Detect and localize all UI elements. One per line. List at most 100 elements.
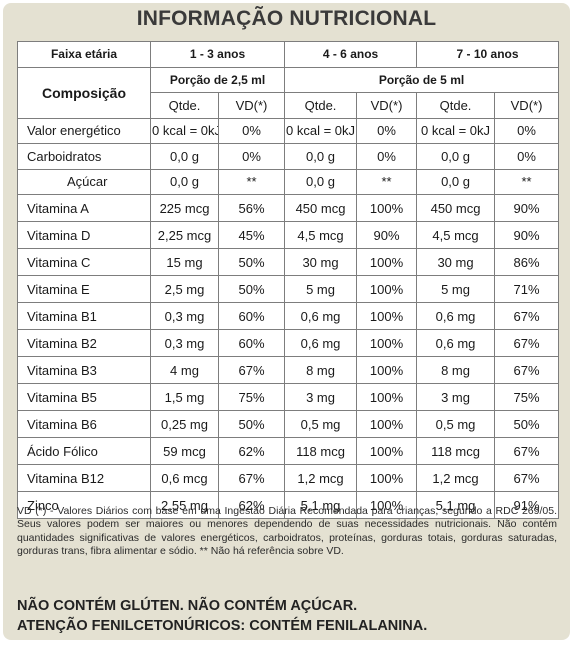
cell-value: 100% [356, 194, 418, 222]
nutrition-table: Faixa etária 1 - 3 anos 4 - 6 anos 7 - 1… [17, 41, 560, 519]
cell-value: 4,5 mcg [284, 221, 358, 249]
cell-value: ** [494, 168, 560, 195]
portion-row: Composição Porção de 2,5 ml Porção de 5 … [17, 66, 560, 119]
nutrition-panel: INFORMAÇÃO NUTRICIONAL Faixa etária 1 - … [3, 3, 570, 640]
cell-value: 8 mg [284, 356, 358, 384]
cell-value: 90% [494, 194, 560, 222]
table-row: Vitamina B5 1,5 mg 75% 3 mg 100% 3 mg 75… [17, 383, 560, 411]
cell-value: 0,0 g [284, 143, 358, 170]
nutrient-name: Vitamina B2 [17, 329, 151, 357]
cell-value: ** [356, 168, 418, 195]
cell-value: 67% [217, 356, 286, 384]
cell-value: 100% [356, 302, 418, 330]
table-row: Ácido Fólico 59 mcg 62% 118 mcg 100% 118… [17, 437, 560, 465]
cell-value: 5 mg [416, 275, 496, 303]
table-row: Vitamina C 15 mg 50% 30 mg 100% 30 mg 86… [17, 248, 560, 276]
cell-value: 0,6 mg [416, 302, 496, 330]
qty-header: Qtde. [416, 92, 496, 119]
nutrient-name: Vitamina A [17, 194, 151, 222]
cell-value: 45% [217, 221, 286, 249]
cell-value: 2,55 mg [150, 491, 219, 519]
gluten-sugar-warning: NÃO CONTÉM GLÚTEN. NÃO CONTÉM AÇÚCAR. [17, 598, 358, 614]
nutrient-name: Vitamina B3 [17, 356, 151, 384]
vd-header: VD(*) [494, 92, 560, 119]
cell-value: 5,1 mg [416, 491, 496, 519]
nutrient-name: Carboidratos [17, 143, 151, 170]
nutrient-name: Açúcar [17, 168, 151, 195]
cell-value: 0 kcal = 0kJ [150, 117, 219, 144]
nutrient-name: Vitamina E [17, 275, 151, 303]
table-row: Vitamina B6 0,25 mg 50% 0,5 mg 100% 0,5 … [17, 410, 560, 438]
cell-value: 15 mg [150, 248, 219, 276]
table-row: Açúcar 0,0 g ** 0,0 g ** 0,0 g ** [17, 168, 560, 195]
cell-value: 0,0 g [150, 168, 219, 195]
cell-value: 0,5 mg [416, 410, 496, 438]
qty-header: Qtde. [284, 92, 358, 119]
cell-value: 0,6 mg [284, 329, 358, 357]
cell-value: 100% [356, 356, 418, 384]
table-row: Vitamina B1 0,3 mg 60% 0,6 mg 100% 0,6 m… [17, 302, 560, 330]
cell-value: 100% [356, 437, 418, 465]
cell-value: 100% [356, 248, 418, 276]
cell-value: 56% [217, 194, 286, 222]
nutrient-name: Ácido Fólico [17, 437, 151, 465]
age-group-label: Faixa etária [17, 41, 151, 68]
portion-small: Porção de 2,5 ml [149, 66, 286, 93]
table-row: Zinco 2,55 mg 62% 5,1 mg 100% 5,1 mg 91% [17, 491, 560, 519]
cell-value: 0,0 g [416, 168, 496, 195]
cell-value: 30 mg [416, 248, 496, 276]
cell-value: 0,3 mg [150, 302, 219, 330]
cell-value: 0,0 g [284, 168, 358, 195]
column-header-row: Qtde. VD(*) Qtde. VD(*) Qtde. VD(*) [18, 92, 560, 119]
cell-value: 0,6 mcg [150, 464, 219, 492]
table-row: Vitamina B3 4 mg 67% 8 mg 100% 8 mg 67% [17, 356, 560, 384]
cell-value: 67% [494, 437, 560, 465]
table-row: Vitamina D 2,25 mcg 45% 4,5 mcg 90% 4,5 … [17, 221, 560, 249]
cell-value: 5 mg [284, 275, 358, 303]
nutrient-name: Vitamina B12 [17, 464, 151, 492]
cell-value: 2,25 mcg [150, 221, 219, 249]
composition-label: Composição [17, 66, 151, 119]
cell-value: 450 mcg [416, 194, 496, 222]
cell-value: 0% [494, 117, 560, 144]
cell-value: 100% [356, 275, 418, 303]
nutrient-name: Zinco [17, 491, 151, 519]
cell-value: 86% [494, 248, 560, 276]
qty-header: Qtde. [150, 92, 219, 119]
cell-value: 3 mg [284, 383, 358, 411]
age-group-7-10: 7 - 10 anos [416, 41, 560, 68]
cell-value: ** [217, 168, 286, 195]
cell-value: 0% [356, 143, 418, 170]
table-row: Vitamina E 2,5 mg 50% 5 mg 100% 5 mg 71% [17, 275, 560, 303]
nutrient-name: Vitamina D [17, 221, 151, 249]
cell-value: 100% [356, 491, 418, 519]
nutrient-name: Vitamina B1 [17, 302, 151, 330]
cell-value: 0 kcal = 0kJ [416, 117, 496, 144]
nutrient-name: Vitamina C [17, 248, 151, 276]
cell-value: 0% [217, 143, 286, 170]
cell-value: 8 mg [416, 356, 496, 384]
cell-value: 100% [356, 383, 418, 411]
cell-value: 0% [217, 117, 286, 144]
cell-value: 100% [356, 464, 418, 492]
cell-value: 60% [217, 329, 286, 357]
cell-value: 4,5 mcg [416, 221, 496, 249]
panel-title: INFORMAÇÃO NUTRICIONAL [136, 7, 437, 30]
cell-value: 0,25 mg [150, 410, 219, 438]
cell-value: 62% [217, 491, 286, 519]
cell-value: 75% [217, 383, 286, 411]
cell-value: 100% [356, 329, 418, 357]
cell-value: 75% [494, 383, 560, 411]
cell-value: 450 mcg [284, 194, 358, 222]
cell-value: 30 mg [284, 248, 358, 276]
portion-large: Porção de 5 ml [284, 66, 560, 93]
cell-value: 67% [217, 464, 286, 492]
vd-header: VD(*) [217, 92, 286, 119]
nutrient-name: Vitamina B6 [17, 410, 151, 438]
cell-value: 0,0 g [150, 143, 219, 170]
age-group-4-6: 4 - 6 anos [284, 41, 418, 68]
cell-value: 50% [217, 275, 286, 303]
cell-value: 0% [356, 117, 418, 144]
nutrient-name: Vitamina B5 [17, 383, 151, 411]
phenylketonuria-warning: ATENÇÃO FENILCETONÚRICOS: CONTÉM FENILAL… [17, 618, 428, 634]
